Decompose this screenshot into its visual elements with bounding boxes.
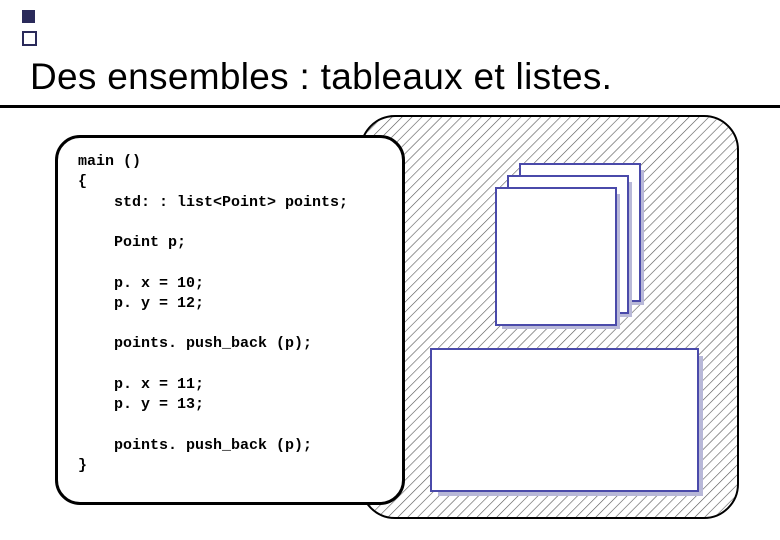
bullet-filled	[22, 10, 35, 23]
code-content: main () { std: : list<Point> points; Poi…	[78, 152, 382, 476]
slide-title: Des ensembles : tableaux et listes.	[30, 56, 612, 98]
corner-bullets	[22, 10, 37, 46]
code-container: main () { std: : list<Point> points; Poi…	[55, 135, 405, 505]
title-underline	[0, 105, 780, 108]
stack-box	[495, 187, 617, 326]
bullet-hollow	[22, 31, 37, 46]
large-box	[430, 348, 699, 492]
